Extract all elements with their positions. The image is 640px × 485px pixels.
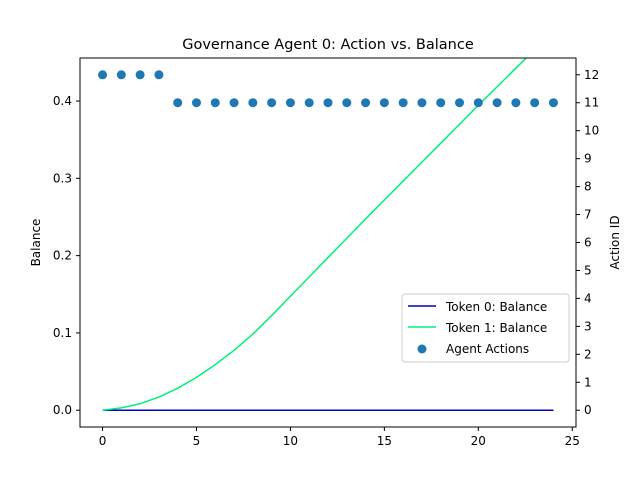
action-point xyxy=(398,98,408,108)
y2-tick-label: 2 xyxy=(584,347,592,361)
y2-tick-label: 6 xyxy=(584,236,592,250)
action-point xyxy=(191,98,201,108)
action-point xyxy=(304,98,314,108)
action-point xyxy=(135,70,145,80)
action-point xyxy=(455,98,465,108)
y-tick-label: 0.2 xyxy=(53,249,72,263)
y2-tick-label: 10 xyxy=(584,124,599,138)
y-tick-label: 0.1 xyxy=(53,326,72,340)
x-tick-label: 25 xyxy=(565,434,580,448)
x-axis: 0 5 10 15 20 25 xyxy=(99,427,580,448)
y2-axis-label: Action ID xyxy=(608,215,622,269)
y2-tick-label: 4 xyxy=(584,291,592,305)
y-axis-label: Balance xyxy=(29,219,43,267)
legend-label-token0: Token 0: Balance xyxy=(445,300,547,314)
x-tick-label: 15 xyxy=(377,434,392,448)
action-point xyxy=(248,98,258,108)
y2-tick-label: 9 xyxy=(584,152,592,166)
action-point xyxy=(530,98,540,108)
chart-title: Governance Agent 0: Action vs. Balance xyxy=(182,37,474,53)
y2-tick-label: 12 xyxy=(584,68,599,82)
action-point xyxy=(548,98,558,108)
y2-tick-label: 1 xyxy=(584,375,592,389)
action-point xyxy=(492,98,502,108)
legend-box xyxy=(401,293,570,363)
action-point xyxy=(173,98,183,108)
action-point xyxy=(229,98,239,108)
action-point xyxy=(285,98,295,108)
action-point xyxy=(361,98,371,108)
y-axis-left: 0.0 0.1 0.2 0.3 0.4 xyxy=(53,94,80,417)
y-tick-label: 0.4 xyxy=(53,94,72,108)
y-tick-label: 0.0 xyxy=(53,403,72,417)
y2-tick-label: 11 xyxy=(584,96,599,110)
x-tick-label: 5 xyxy=(193,434,201,448)
legend-swatch-actions xyxy=(417,344,427,354)
legend: Token 0: Balance Token 1: Balance Agent … xyxy=(401,293,570,363)
x-tick-label: 0 xyxy=(99,434,107,448)
action-point xyxy=(436,98,446,108)
series-layer xyxy=(98,58,558,411)
action-point xyxy=(473,98,483,108)
legend-label-token1: Token 1: Balance xyxy=(445,321,547,335)
x-tick-label: 10 xyxy=(283,434,298,448)
action-point xyxy=(511,98,521,108)
y-tick-label: 0.3 xyxy=(53,171,72,185)
action-point xyxy=(379,98,389,108)
y2-tick-label: 8 xyxy=(584,180,592,194)
action-point xyxy=(154,70,164,80)
y2-tick-label: 5 xyxy=(584,263,592,277)
y2-tick-label: 0 xyxy=(584,403,592,417)
action-point xyxy=(417,98,427,108)
action-point xyxy=(323,98,333,108)
action-point xyxy=(98,70,108,80)
action-point xyxy=(210,98,220,108)
action-point xyxy=(116,70,126,80)
action-point xyxy=(267,98,277,108)
y2-tick-label: 7 xyxy=(584,208,592,222)
x-tick-label: 20 xyxy=(471,434,486,448)
legend-label-actions: Agent Actions xyxy=(446,342,529,356)
action-point xyxy=(342,98,352,108)
y2-tick-label: 3 xyxy=(584,319,592,333)
